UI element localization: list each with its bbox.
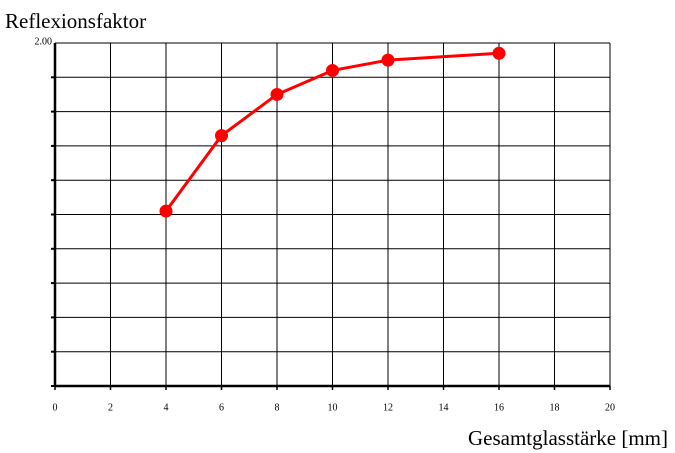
- x-tick-label: 10: [328, 402, 338, 413]
- x-tick-label: 0: [53, 402, 58, 413]
- data-point: [215, 129, 228, 143]
- x-tick-label: 4: [164, 402, 169, 413]
- x-axis-label: Gesamtglasstärke [mm]: [468, 426, 668, 450]
- x-tick-label: 6: [219, 402, 224, 413]
- data-point: [326, 63, 339, 77]
- x-tick-label: 20: [605, 402, 615, 413]
- data-line: [164, 51, 500, 212]
- x-tick-label: 12: [383, 402, 393, 413]
- x-tick-label: 8: [275, 402, 280, 413]
- data-point: [492, 46, 506, 60]
- x-tick-label: 16: [494, 402, 504, 413]
- data-point: [381, 53, 395, 67]
- x-tick-label: 2: [108, 402, 113, 413]
- chart-title: Reflexionsfaktor: [5, 9, 146, 33]
- data-point: [159, 204, 173, 218]
- data-point: [270, 87, 284, 101]
- x-tick-label: 14: [439, 402, 449, 413]
- x-tick-label: 18: [550, 402, 560, 413]
- y-tick-label: 2.00: [35, 36, 53, 47]
